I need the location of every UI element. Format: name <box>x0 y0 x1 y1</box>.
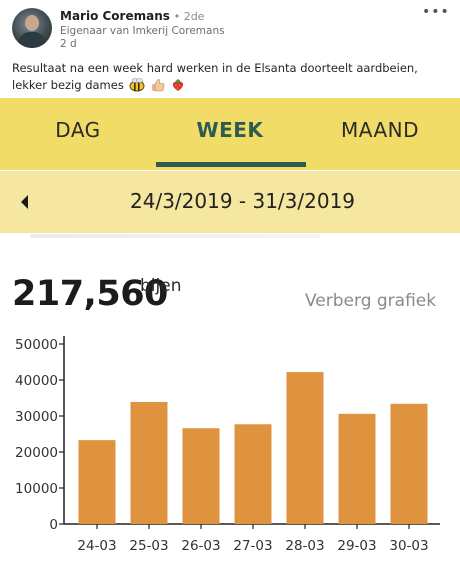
tab-day[interactable]: DAG <box>55 118 101 142</box>
y-tick-label: 0 <box>49 517 58 533</box>
author-line: Mario Coremans • 2de <box>60 9 204 23</box>
author-subtitle: Eigenaar van Imkerij Coremans <box>60 25 225 37</box>
x-tick-label: 28-03 <box>285 538 324 554</box>
connection-degree: • 2de <box>173 10 205 23</box>
x-tick-label: 26-03 <box>181 538 220 554</box>
hide-chart-button[interactable]: Verberg grafiek <box>305 291 437 311</box>
faded-subtitle-line <box>30 234 320 238</box>
total-bees-unit: bijen <box>140 276 182 296</box>
date-navigator: 24/3/2019 - 31/3/2019 <box>0 171 460 233</box>
tab-month[interactable]: MAAND <box>340 118 420 142</box>
bee-count-bar-chart: 0 10000 20000 30000 40000 50000 24-03 25-03 26-0… <box>15 336 440 554</box>
bar-24-03[interactable] <box>78 440 116 524</box>
y-tick-label: 10000 <box>15 481 58 497</box>
post-text: Resultaat na een week hard werken in de … <box>12 60 452 94</box>
more-options-button[interactable]: ••• <box>422 4 450 20</box>
x-tick-label: 29-03 <box>337 538 376 554</box>
date-range-label: 24/3/2019 - 31/3/2019 <box>130 189 356 213</box>
y-tick-label: 40000 <box>15 373 58 389</box>
post-text-body: Resultaat na een week hard werken in de … <box>12 61 418 92</box>
post-age: 2 d <box>60 38 77 50</box>
avatar[interactable] <box>12 8 52 48</box>
post-header: Mario Coremans • 2de Eigenaar van Imkeri… <box>0 0 460 110</box>
app-screenshot: DAG WEEK MAAND 24/3/2019 - 31/3/2019 217… <box>0 98 460 574</box>
period-tabs: DAG WEEK MAAND <box>0 98 460 170</box>
tab-week[interactable]: WEEK <box>196 118 264 142</box>
avatar-body <box>18 32 46 48</box>
bar-25-03[interactable] <box>130 401 168 524</box>
active-tab-indicator <box>156 162 306 167</box>
previous-period-icon[interactable] <box>18 193 32 211</box>
avatar-head <box>25 15 39 31</box>
x-tick-label: 27-03 <box>233 538 272 554</box>
bee-emoji <box>129 78 145 92</box>
y-tick-label: 50000 <box>15 337 58 353</box>
y-tick-label: 20000 <box>15 445 58 461</box>
y-tick-label: 30000 <box>15 409 58 425</box>
bar-29-03[interactable] <box>338 413 376 524</box>
x-tick-label: 24-03 <box>77 538 116 554</box>
author-name[interactable]: Mario Coremans <box>60 9 170 23</box>
thumbs-up-emoji <box>152 79 165 92</box>
bar-27-03[interactable] <box>234 424 272 524</box>
bar-30-03[interactable] <box>390 403 428 524</box>
emoji-row <box>127 77 184 94</box>
bar-26-03[interactable] <box>182 428 220 524</box>
x-tick-label: 30-03 <box>389 538 428 554</box>
bar-28-03[interactable] <box>286 372 324 524</box>
x-tick-label: 25-03 <box>129 538 168 554</box>
strawberry-emoji <box>172 79 183 91</box>
total-bees-value: 217,560 <box>12 274 168 314</box>
